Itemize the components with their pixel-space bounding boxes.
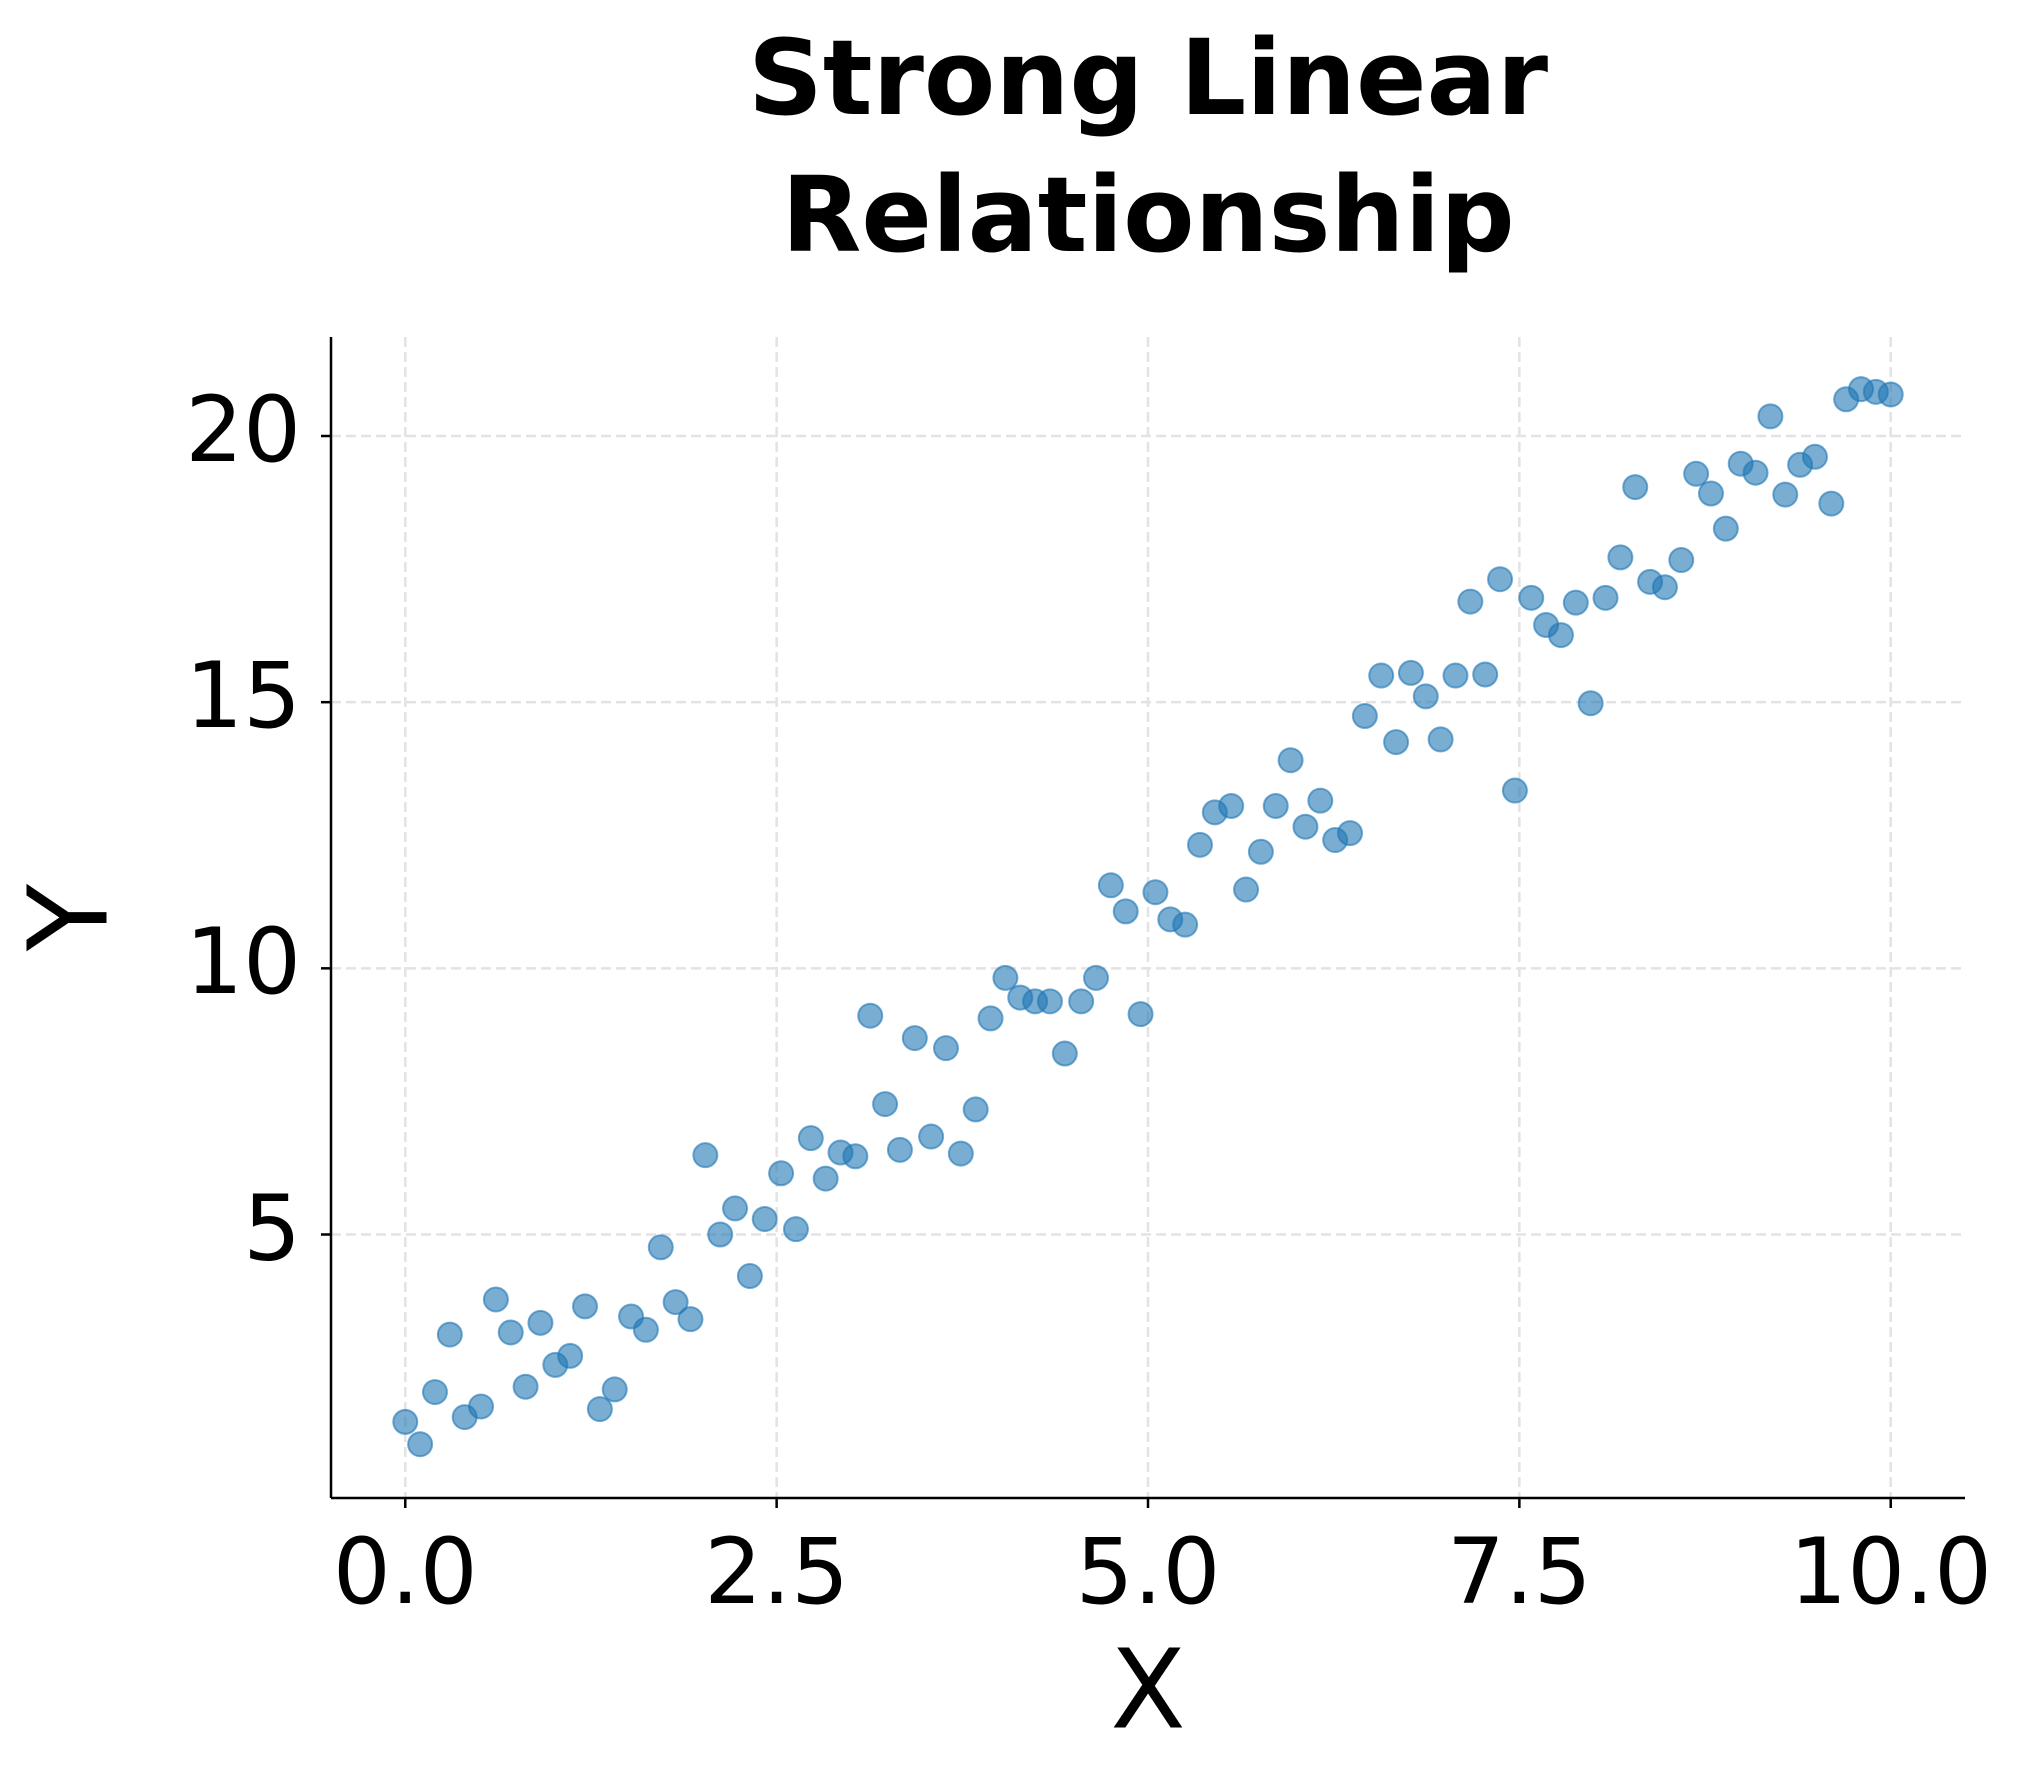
point: [722, 1195, 749, 1222]
point: [677, 1306, 704, 1333]
point: [692, 1142, 719, 1169]
point: [1442, 662, 1469, 689]
point: [751, 1206, 778, 1233]
point: [1383, 729, 1410, 756]
point: [1457, 588, 1484, 615]
x-tick-label: 5.0: [1076, 1520, 1221, 1625]
y-tick-label: 5: [243, 1176, 301, 1281]
point: [1818, 490, 1845, 517]
point: [662, 1289, 689, 1316]
point: [1487, 566, 1514, 593]
point: [421, 1379, 448, 1406]
point: [1127, 1001, 1154, 1028]
point: [872, 1091, 899, 1118]
point: [392, 1408, 419, 1435]
x-tick-label: 10.0: [1789, 1520, 1992, 1625]
point: [886, 1136, 913, 1163]
point: [1083, 964, 1110, 991]
point: [1772, 481, 1799, 508]
point: [1247, 838, 1274, 865]
point: [812, 1165, 839, 1192]
chart-title: Strong Linear Relationship: [747, 17, 1548, 276]
point: [436, 1321, 463, 1348]
point: [842, 1143, 869, 1170]
x-axis-label: X: [1110, 1625, 1185, 1753]
point: [857, 1002, 884, 1029]
point: [1562, 589, 1589, 616]
point: [736, 1263, 763, 1290]
point: [1368, 662, 1395, 689]
point: [1472, 661, 1499, 688]
point: [407, 1431, 434, 1458]
point: [1397, 659, 1424, 686]
point: [1307, 787, 1334, 814]
point: [1547, 622, 1574, 649]
point: [1112, 898, 1139, 925]
point: [1712, 515, 1739, 542]
point: [1607, 544, 1634, 571]
point: [586, 1396, 613, 1423]
point: [901, 1025, 928, 1052]
point: [1651, 574, 1678, 601]
point: [1801, 443, 1828, 470]
y-axis-label: Y: [4, 883, 132, 952]
point: [977, 1005, 1004, 1032]
point: [1668, 547, 1695, 574]
point: [1233, 876, 1260, 903]
y-tick-label: 20: [185, 378, 301, 483]
point: [797, 1125, 824, 1152]
x-tick-label: 0.0: [333, 1520, 478, 1625]
point: [1277, 747, 1304, 774]
point: [482, 1286, 509, 1313]
point: [557, 1342, 584, 1369]
point: [572, 1293, 599, 1320]
point: [632, 1316, 659, 1343]
point: [1292, 813, 1319, 840]
point: [947, 1140, 974, 1167]
point: [647, 1234, 674, 1261]
point: [1877, 381, 1904, 408]
point: [468, 1393, 495, 1420]
point: [918, 1123, 945, 1150]
point: [1068, 988, 1095, 1015]
point: [1683, 460, 1710, 487]
point: [1262, 792, 1289, 819]
point: [1337, 820, 1364, 847]
point: [1351, 703, 1378, 730]
point: [992, 964, 1019, 991]
y-tick-label: 10: [185, 910, 301, 1015]
x-tick-label: 2.5: [704, 1520, 849, 1625]
point: [1051, 1040, 1078, 1067]
point: [1757, 403, 1784, 430]
point: [1142, 879, 1169, 906]
point: [1518, 584, 1545, 611]
point: [527, 1309, 554, 1336]
point: [1218, 792, 1245, 819]
y-tick-label: 15: [185, 644, 301, 749]
point: [497, 1319, 524, 1346]
point: [1592, 584, 1619, 611]
point: [1501, 777, 1528, 804]
point: [1186, 831, 1213, 858]
point: [512, 1373, 539, 1400]
point: [768, 1160, 795, 1187]
point: [1412, 683, 1439, 710]
point: [1697, 480, 1724, 507]
point: [782, 1216, 809, 1243]
point: [707, 1221, 734, 1248]
point: [1036, 988, 1063, 1015]
x-tick-label: 7.5: [1447, 1520, 1592, 1625]
point: [1577, 690, 1604, 717]
point: [1097, 872, 1124, 899]
point: [1427, 726, 1454, 753]
point: [932, 1035, 959, 1062]
point: [1622, 474, 1649, 501]
point: [1742, 459, 1769, 486]
point: [1172, 911, 1199, 938]
point: [601, 1376, 628, 1403]
point: [962, 1096, 989, 1123]
